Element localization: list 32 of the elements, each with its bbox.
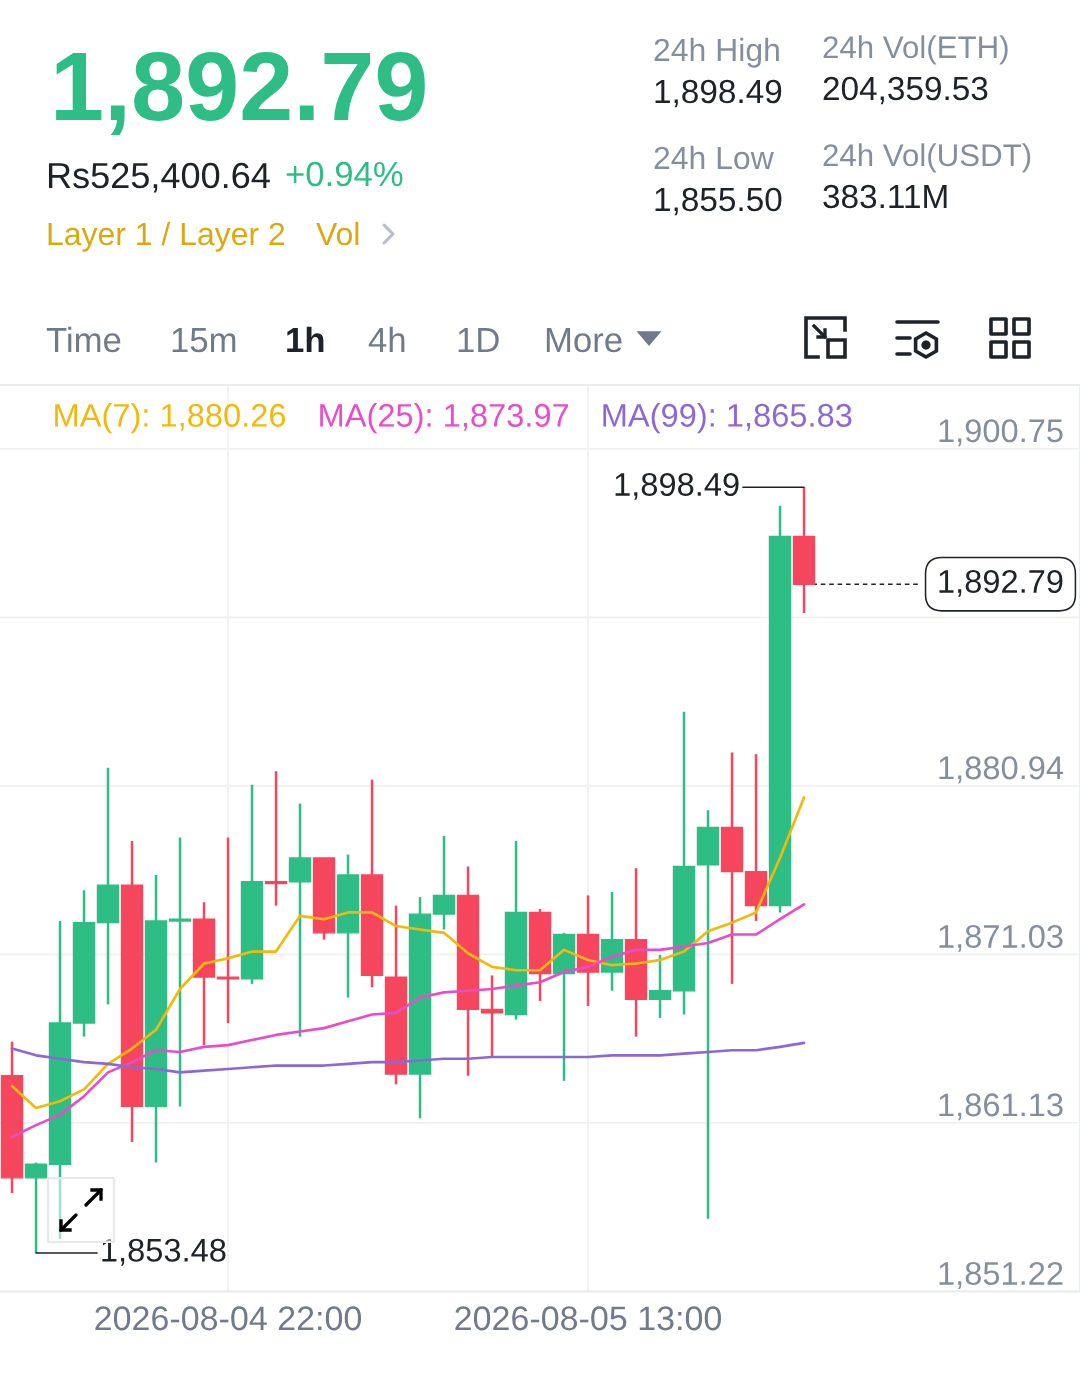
text: Layer 1 / Layer 2	[48, 221, 285, 252]
text: 1D	[458, 328, 499, 352]
chart-title: 1,892.79	[56, 52, 425, 136]
text: 15m	[172, 328, 236, 353]
text: MA(25): 1,873.97	[320, 402, 569, 434]
text: 204,359.53	[823, 76, 988, 105]
annotation: 1,898.49	[615, 472, 739, 500]
text: MA(7): 1,880.26	[55, 402, 286, 434]
text: 24h Vol(ETH)	[823, 35, 1008, 65]
text: 4h	[368, 326, 405, 352]
annotation: 1,853.48	[102, 1238, 226, 1266]
x-tick-label: 2026-08-04 22:00	[95, 1306, 362, 1331]
text: 1,898.49	[655, 79, 782, 108]
text: MA(99): 1,865.83	[603, 402, 852, 434]
text: Time	[46, 326, 121, 353]
text: +0.94%	[286, 161, 403, 187]
text: More	[546, 328, 622, 353]
y-tick-label: 1,880.94	[939, 756, 1064, 784]
x-tick-label: 2026-08-05 13:00	[455, 1306, 722, 1331]
y-tick-label: 1,900.75	[939, 419, 1063, 447]
ref-line-label: 1,892.79	[939, 569, 1063, 597]
y-tick-label: 1,861.13	[939, 1093, 1063, 1121]
text: 24h Vol(USDT)	[823, 143, 1031, 173]
text: Vol	[316, 221, 359, 246]
text: 24h High	[654, 37, 779, 68]
y-tick-label: 1,871.03	[939, 924, 1063, 952]
chart-subtitle: Rs525,400.64	[48, 162, 270, 193]
text: 383.11M	[823, 184, 947, 209]
y-tick-label: 1,851.22	[939, 1261, 1063, 1289]
text: 1,855.50	[655, 187, 782, 216]
text: 1h	[287, 326, 324, 352]
text: 24h Low	[654, 145, 774, 170]
